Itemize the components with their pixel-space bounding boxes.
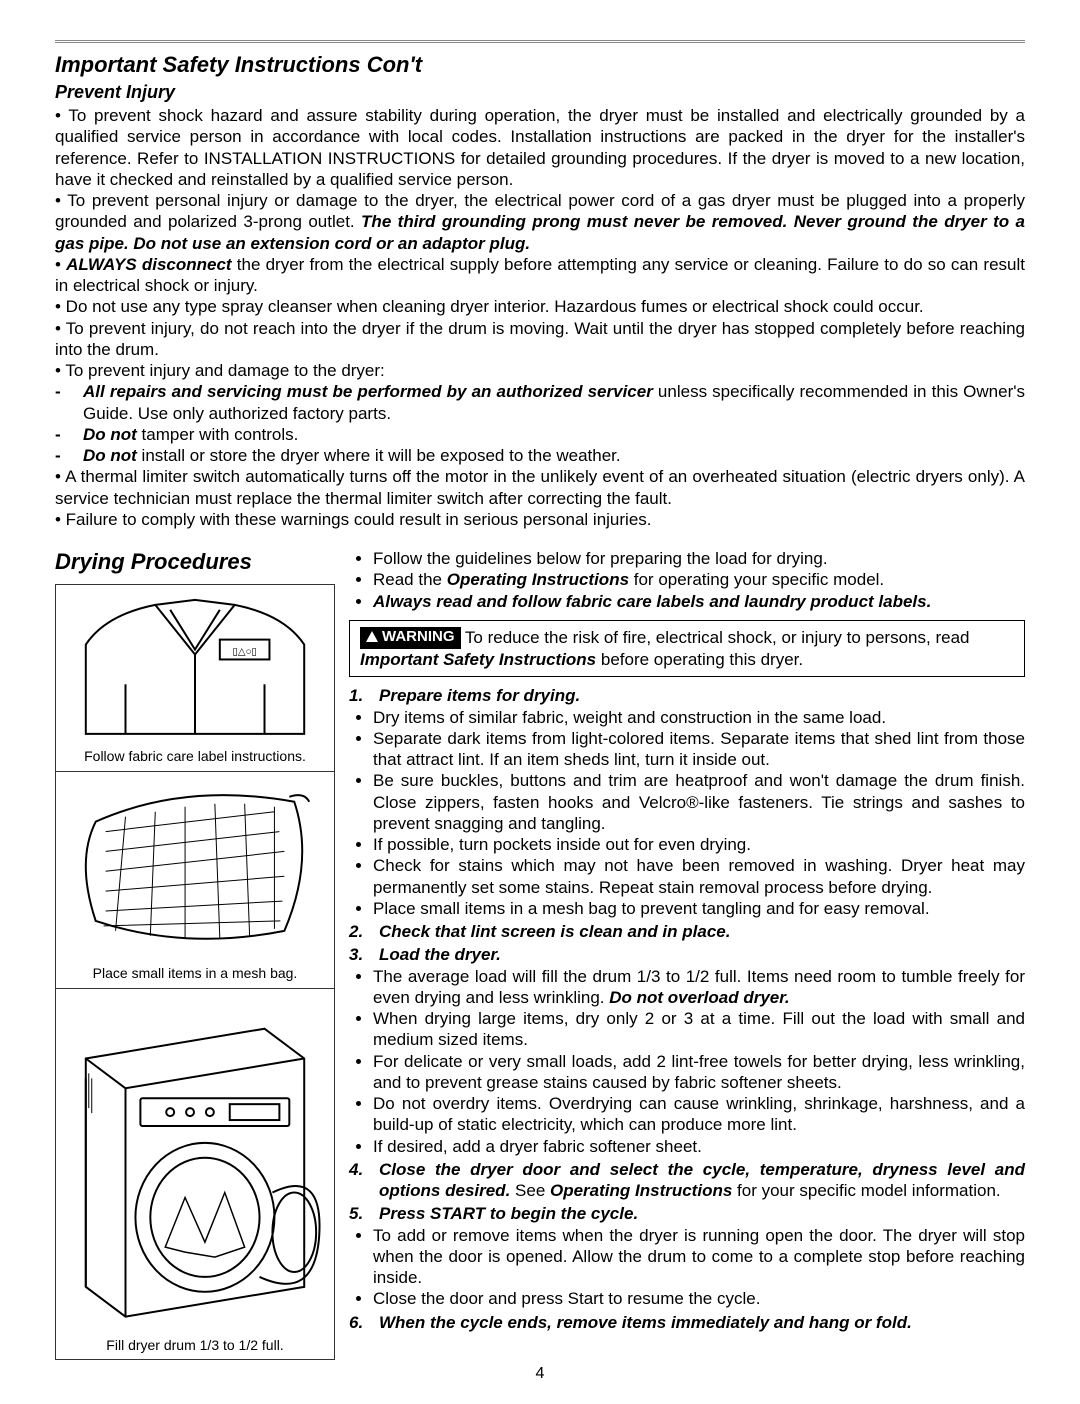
- sub-bullet: Close the door and press Start to resume…: [373, 1288, 1025, 1309]
- intro-bullet: Read the Operating Instructions for oper…: [373, 569, 1025, 590]
- sub-bullet: The average load will fill the drum 1/3 …: [373, 966, 1025, 1009]
- step: 4. Close the dryer door and select the c…: [349, 1159, 1025, 1202]
- sub-bullet: Separate dark items from light-colored i…: [373, 728, 1025, 771]
- sub-bullet: Do not overdry items. Overdrying can cau…: [373, 1093, 1025, 1136]
- safety-para: • Failure to comply with these warnings …: [55, 509, 1025, 530]
- step-sublist: To add or remove items when the dryer is…: [349, 1225, 1025, 1310]
- figure-caption: Place small items in a mesh bag.: [56, 960, 334, 988]
- dash-item: - All repairs and servicing must be perf…: [55, 381, 1025, 424]
- step: 5. Press START to begin the cycle.: [349, 1203, 1025, 1224]
- figure-caption: Follow fabric care label instructions.: [56, 743, 334, 771]
- shirt-icon: ▯△○▯: [56, 585, 334, 744]
- figure-shirt: ▯△○▯ Follow fabric care label instructio…: [55, 584, 335, 772]
- step: 2. Check that lint screen is clean and i…: [349, 921, 1025, 942]
- dash-item: - Do not install or store the dryer wher…: [55, 445, 1025, 466]
- step: 3. Load the dryer.: [349, 944, 1025, 965]
- safety-para: • ALWAYS disconnect the dryer from the e…: [55, 254, 1025, 297]
- procedure-list: 1. Prepare items for drying. Dry items o…: [349, 685, 1025, 1333]
- safety-para: • Do not use any type spray cleanser whe…: [55, 296, 1025, 317]
- figure-caption: Fill dryer drum 1/3 to 1/2 full.: [56, 1332, 334, 1360]
- section-subtitle: Prevent Injury: [55, 81, 1025, 104]
- figure-meshbag: Place small items in a mesh bag.: [55, 772, 335, 989]
- meshbag-icon: [56, 772, 334, 961]
- safety-para: • To prevent injury, do not reach into t…: [55, 318, 1025, 361]
- left-column: Drying Procedures ▯△○▯ Follow fabric car…: [55, 548, 335, 1360]
- warning-box: WARNING To reduce the risk of fire, elec…: [349, 620, 1025, 678]
- right-column: Follow the guidelines below for preparin…: [349, 548, 1025, 1360]
- safety-para: • A thermal limiter switch automatically…: [55, 466, 1025, 509]
- intro-bullet: Always read and follow fabric care label…: [373, 591, 1025, 612]
- safety-para: • To prevent personal injury or damage t…: [55, 190, 1025, 254]
- step: 6. When the cycle ends, remove items imm…: [349, 1312, 1025, 1333]
- safety-para: • To prevent shock hazard and assure sta…: [55, 105, 1025, 190]
- intro-bullet: Follow the guidelines below for preparin…: [373, 548, 1025, 569]
- dash-item: - Do not tamper with controls.: [55, 424, 1025, 445]
- figure-dryer: Fill dryer drum 1/3 to 1/2 full.: [55, 989, 335, 1360]
- warning-icon: WARNING: [360, 627, 461, 649]
- sub-bullet: When drying large items, dry only 2 or 3…: [373, 1008, 1025, 1051]
- sub-bullet: Check for stains which may not have been…: [373, 855, 1025, 898]
- step-sublist: When drying large items, dry only 2 or 3…: [349, 1008, 1025, 1157]
- step: 1. Prepare items for drying.: [349, 685, 1025, 706]
- step-sublist: The average load will fill the drum 1/3 …: [349, 966, 1025, 1009]
- sub-bullet: Be sure buckles, buttons and trim are he…: [373, 770, 1025, 834]
- sub-bullet: Place small items in a mesh bag to preve…: [373, 898, 1025, 919]
- sub-bullet: If desired, add a dryer fabric softener …: [373, 1136, 1025, 1157]
- step-sublist: Dry items of similar fabric, weight and …: [349, 707, 1025, 920]
- safety-para: • To prevent injury and damage to the dr…: [55, 360, 1025, 381]
- sub-bullet: Dry items of similar fabric, weight and …: [373, 707, 1025, 728]
- drying-heading: Drying Procedures: [55, 548, 335, 576]
- section-title: Important Safety Instructions Con't: [55, 51, 1025, 79]
- sub-bullet: For delicate or very small loads, add 2 …: [373, 1051, 1025, 1094]
- sub-bullet: If possible, turn pockets inside out for…: [373, 834, 1025, 855]
- dryer-icon: [56, 989, 334, 1332]
- rule-top: [55, 40, 1025, 43]
- page-number: 4: [55, 1364, 1025, 1384]
- svg-text:▯△○▯: ▯△○▯: [232, 646, 257, 657]
- sub-bullet: To add or remove items when the dryer is…: [373, 1225, 1025, 1289]
